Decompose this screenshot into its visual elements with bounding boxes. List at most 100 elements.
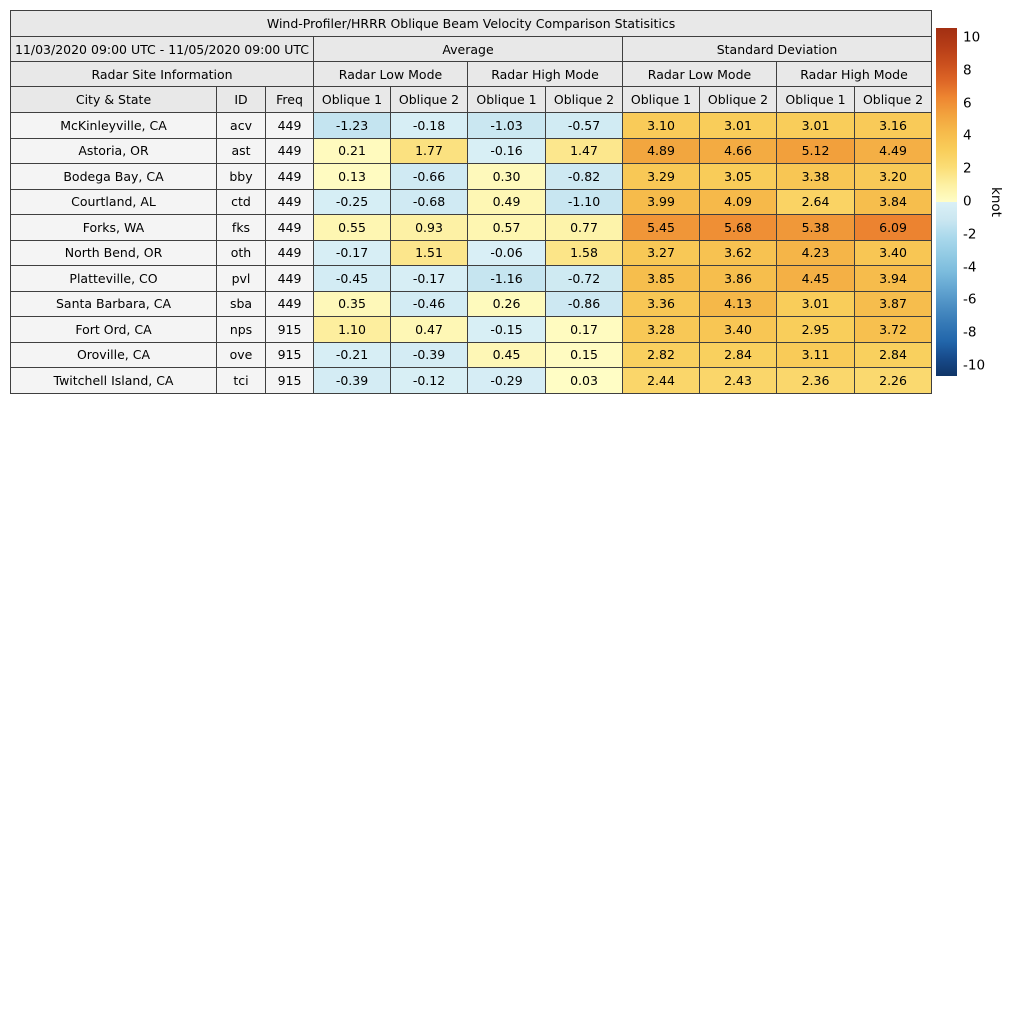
id-cell: nps <box>216 316 266 343</box>
value-cell: 3.01 <box>776 290 855 317</box>
value-cell: 4.13 <box>699 290 777 317</box>
value-cell: 3.16 <box>853 112 933 139</box>
table-row: Astoria, OR ast 449 0.21 1.77 -0.16 1.47 4.89 4.… <box>10 137 933 164</box>
site-info-header: Radar Site Information <box>10 61 314 87</box>
city-cell: Forks, WA <box>10 214 217 241</box>
value-cell: 2.36 <box>776 367 855 394</box>
table-row: Oroville, CA ove 915 -0.21 -0.39 0.45 0.15 2.82… <box>10 341 933 368</box>
value-cell: 2.95 <box>776 316 855 343</box>
mode-header-std-low: Radar Low Mode <box>622 61 777 87</box>
id-cell: acv <box>216 112 266 139</box>
value-cell: 0.35 <box>313 290 391 317</box>
value-cell: 6.09 <box>853 214 933 241</box>
value-cell: 0.47 <box>390 316 468 343</box>
value-cell: 0.13 <box>313 163 391 190</box>
col-header-oblique: Oblique 1 <box>467 86 546 113</box>
value-cell: 1.77 <box>390 137 468 164</box>
col-header-oblique: Oblique 1 <box>313 86 391 113</box>
value-cell: 3.40 <box>853 239 933 266</box>
value-cell: 1.51 <box>390 239 468 266</box>
freq-cell: 449 <box>265 214 314 241</box>
value-cell: -0.45 <box>313 265 391 292</box>
value-cell: 0.26 <box>467 290 546 317</box>
value-cell: 2.26 <box>853 367 933 394</box>
freq-cell: 915 <box>265 341 314 368</box>
city-cell: Fort Ord, CA <box>10 316 217 343</box>
table-row: Forks, WA fks 449 0.55 0.93 0.57 0.77 5.45 5.68 5… <box>10 214 933 241</box>
period-cell: 11/03/2020 09:00 UTC - 11/05/2020 09:00 … <box>10 36 314 62</box>
stats-table: Wind-Profiler/HRRR Oblique Beam Velocity… <box>9 10 933 394</box>
value-cell: 0.93 <box>390 214 468 241</box>
value-cell: 4.49 <box>853 137 933 164</box>
table-row: Bodega Bay, CA bby 449 0.13 -0.66 0.30 -0.82 3.… <box>10 163 933 190</box>
col-header-oblique: Oblique 1 <box>622 86 700 113</box>
id-cell: pvl <box>216 265 266 292</box>
value-cell: 4.45 <box>776 265 855 292</box>
table-row: Fort Ord, CA nps 915 1.10 0.47 -0.15 0.17 3.28 3… <box>10 316 933 343</box>
value-cell: -0.82 <box>545 163 623 190</box>
id-cell: oth <box>216 239 266 266</box>
table-row: Platteville, CO pvl 449 -0.45 -0.17 -1.16 -0.7… <box>10 265 933 292</box>
col-header-oblique: Oblique 2 <box>545 86 623 113</box>
value-cell: 4.09 <box>699 188 777 215</box>
col-header-oblique: Oblique 1 <box>776 86 855 113</box>
value-cell: 0.49 <box>467 188 546 215</box>
value-cell: 5.45 <box>622 214 700 241</box>
value-cell: -1.23 <box>313 112 391 139</box>
value-cell: 5.38 <box>776 214 855 241</box>
colorbar-tick: 2 <box>963 160 972 177</box>
value-cell: 3.40 <box>699 316 777 343</box>
id-cell: ctd <box>216 188 266 215</box>
value-cell: 3.62 <box>699 239 777 266</box>
value-cell: 1.10 <box>313 316 391 343</box>
value-cell: -0.57 <box>545 112 623 139</box>
city-cell: Courtland, AL <box>10 188 217 215</box>
table-row: North Bend, OR oth 449 -0.17 1.51 -0.06 1.58 3.… <box>10 239 933 266</box>
value-cell: -0.39 <box>390 341 468 368</box>
value-cell: -1.16 <box>467 265 546 292</box>
value-cell: -0.29 <box>467 367 546 394</box>
colorbar-axis-label: knot <box>987 187 1004 217</box>
value-cell: 3.28 <box>622 316 700 343</box>
value-cell: -0.72 <box>545 265 623 292</box>
freq-cell: 449 <box>265 265 314 292</box>
city-cell: Santa Barbara, CA <box>10 290 217 317</box>
table-title: Wind-Profiler/HRRR Oblique Beam Velocity… <box>9 10 933 37</box>
colorbar-tick: -4 <box>963 258 977 275</box>
table-row: Twitchell Island, CA tci 915 -0.39 -0.12 -0.2… <box>10 367 933 394</box>
colorbar-gradient <box>936 28 957 376</box>
value-cell: 2.84 <box>699 341 777 368</box>
value-cell: 3.27 <box>622 239 700 266</box>
colorbar-tick: 0 <box>963 193 972 210</box>
freq-cell: 449 <box>265 188 314 215</box>
value-cell: 0.57 <box>467 214 546 241</box>
value-cell: -0.17 <box>390 265 468 292</box>
value-cell: -0.39 <box>313 367 391 394</box>
value-cell: 3.99 <box>622 188 700 215</box>
value-cell: 3.94 <box>853 265 933 292</box>
value-cell: 3.85 <box>622 265 700 292</box>
value-cell: 2.43 <box>699 367 777 394</box>
colorbar: knot 10 8 6 4 2 0 -2 -4 -6 -8 -10 <box>936 28 1024 376</box>
value-cell: 3.11 <box>776 341 855 368</box>
value-cell: -0.18 <box>390 112 468 139</box>
mode-header-std-high: Radar High Mode <box>775 61 933 87</box>
value-cell: -0.06 <box>467 239 546 266</box>
value-cell: 1.58 <box>545 239 623 266</box>
group-header-average: Average <box>313 36 623 62</box>
value-cell: -0.12 <box>390 367 468 394</box>
value-cell: 3.84 <box>853 188 933 215</box>
value-cell: 0.77 <box>545 214 623 241</box>
value-cell: -0.25 <box>313 188 391 215</box>
value-cell: -1.10 <box>545 188 623 215</box>
colorbar-tick: -6 <box>963 291 977 308</box>
value-cell: 3.01 <box>776 112 855 139</box>
id-cell: bby <box>216 163 266 190</box>
freq-cell: 449 <box>265 137 314 164</box>
value-cell: 3.01 <box>699 112 777 139</box>
value-cell: -0.66 <box>390 163 468 190</box>
id-cell: ove <box>216 341 266 368</box>
value-cell: 0.30 <box>467 163 546 190</box>
id-cell: tci <box>216 367 266 394</box>
value-cell: 2.82 <box>622 341 700 368</box>
